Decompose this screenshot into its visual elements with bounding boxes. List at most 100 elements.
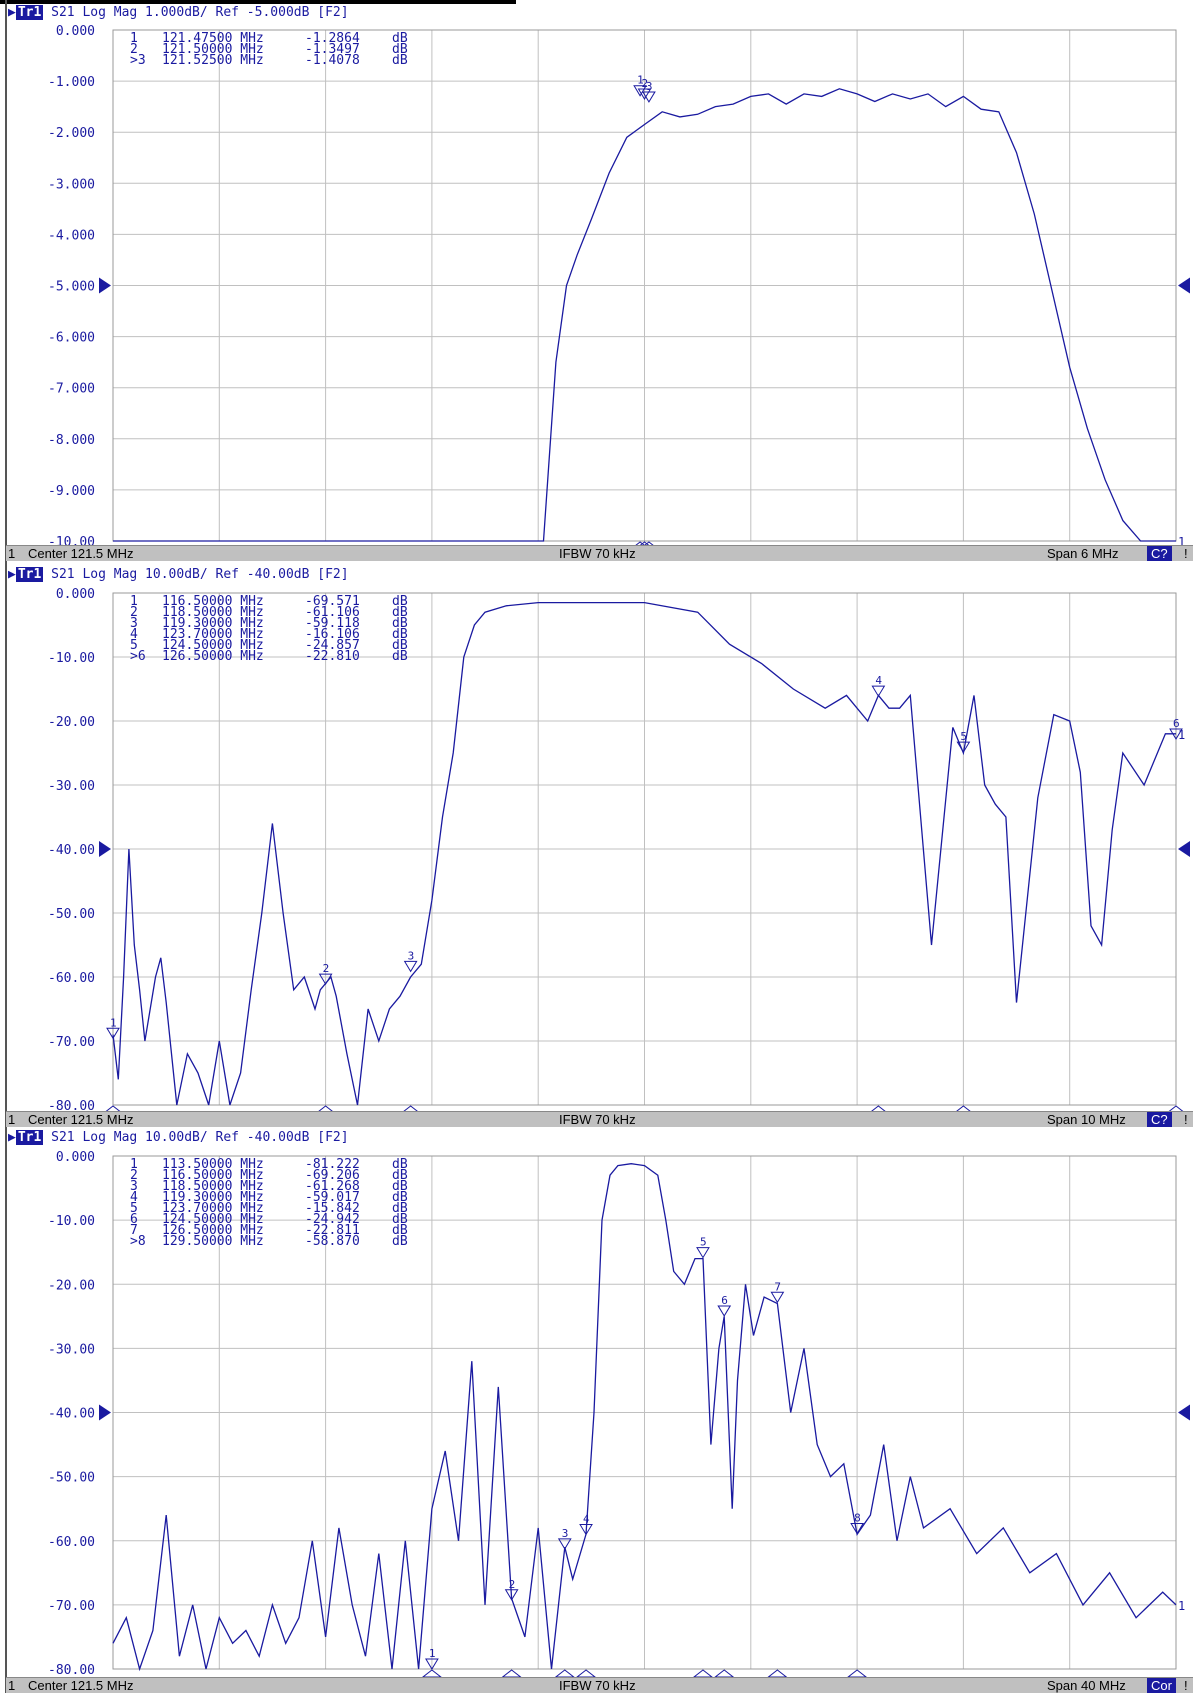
marker-icon[interactable]	[642, 91, 656, 103]
marker-icon[interactable]	[425, 1658, 439, 1670]
marker-label: 5	[960, 730, 967, 743]
y-tick-label: -50.00	[48, 1471, 95, 1486]
marker-label: 4	[875, 674, 882, 687]
marker-icon[interactable]	[579, 1523, 593, 1536]
marker-readout-unit: dB	[392, 31, 408, 46]
marker-readout-value: -1.4078	[305, 53, 360, 68]
ifbw-value[interactable]: IFBW 70 kHz	[559, 1678, 636, 1693]
correction-status-badge[interactable]: Cor	[1147, 1678, 1176, 1693]
marker-readout-value: -24.942	[305, 1212, 360, 1227]
ifbw-value[interactable]: IFBW 70 kHz	[559, 1112, 636, 1127]
trace-badge[interactable]: Tr1	[15, 567, 44, 582]
marker-icon[interactable]	[637, 88, 652, 100]
warning-indicator[interactable]: !	[1184, 546, 1188, 561]
center-frequency[interactable]: Center 121.5 MHz	[28, 1678, 134, 1693]
marker-label: 3	[562, 1527, 569, 1540]
marker-readout-id: 2	[130, 1168, 138, 1183]
y-tick-label: -40.00	[48, 1407, 95, 1422]
ref-level-left-arrow-icon[interactable]	[99, 841, 111, 857]
marker-readout-freq: 124.50000 MHz	[162, 1212, 264, 1227]
marker-readout-unit: dB	[392, 594, 408, 609]
marker-readout-freq: 129.50000 MHz	[162, 1234, 264, 1249]
ref-level-left-arrow-icon[interactable]	[99, 1404, 111, 1421]
y-tick-label: -80.00	[48, 1663, 95, 1677]
marker-readout-value: -1.3497	[305, 42, 360, 57]
marker-icon[interactable]	[871, 685, 886, 698]
marker-position-icon[interactable]	[422, 1669, 442, 1677]
marker-label: 3	[646, 80, 653, 93]
y-tick-label: -2.000	[48, 126, 95, 141]
marker-icon[interactable]	[504, 1589, 519, 1601]
trace-badge[interactable]: Tr1	[15, 1130, 44, 1145]
marker-readout-id: 6	[130, 1212, 138, 1227]
marker-position-icon[interactable]	[576, 1669, 596, 1677]
warning-indicator[interactable]: !	[1184, 1112, 1188, 1127]
marker-readout-id: 7	[130, 1223, 138, 1238]
marker-label: 2	[642, 77, 649, 90]
ref-level-right-arrow-icon[interactable]	[1178, 841, 1190, 857]
marker-readout-unit: dB	[392, 1168, 408, 1183]
span-value[interactable]: Span 10 MHz	[1047, 1112, 1126, 1127]
panel-span-6mhz: ▶ Tr1 S21 Log Mag 1.000dB/ Ref -5.000dB […	[0, 4, 1197, 562]
marker-icon[interactable]	[318, 973, 333, 986]
marker-position-icon[interactable]	[402, 1105, 420, 1111]
ref-level-right-arrow-icon[interactable]	[1178, 277, 1190, 294]
marker-icon[interactable]	[850, 1523, 864, 1535]
y-tick-label: -4.000	[48, 228, 95, 243]
marker-label: 1	[637, 74, 644, 87]
marker-icon[interactable]	[717, 1305, 732, 1317]
marker-icon[interactable]	[1169, 728, 1183, 740]
marker-position-icon[interactable]	[104, 1105, 122, 1111]
marker-position-icon[interactable]	[554, 1669, 575, 1677]
trace-header: ▶ Tr1 S21 Log Mag 10.00dB/ Ref -40.00dB […	[8, 1129, 1197, 1147]
marker-readout-freq: 121.50000 MHz	[162, 42, 264, 57]
marker-readout-unit: dB	[392, 53, 408, 68]
marker-readout-value: -22.811	[305, 1223, 360, 1238]
marker-icon[interactable]	[403, 960, 418, 973]
active-trace-arrow-icon: ▶	[8, 1130, 16, 1145]
center-frequency[interactable]: Center 121.5 MHz	[28, 1112, 134, 1127]
channel-number[interactable]: 1	[8, 1678, 16, 1693]
marker-icon[interactable]	[106, 1027, 120, 1040]
warning-indicator[interactable]: !	[1184, 1678, 1188, 1693]
marker-readout-freq: 119.30000 MHz	[162, 616, 264, 631]
trace-badge[interactable]: Tr1	[15, 5, 44, 20]
marker-icon[interactable]	[557, 1538, 572, 1550]
ifbw-value[interactable]: IFBW 70 kHz	[559, 546, 636, 561]
trace-end-label: 1	[1178, 1599, 1185, 1613]
marker-icon[interactable]	[770, 1291, 785, 1304]
marker-position-icon[interactable]	[317, 1105, 335, 1111]
marker-readout-id: 3	[130, 1179, 138, 1194]
plot-area: 0.000 -10.00 -20.00 -30.00 -40.00 -50.00 -60.0…	[48, 587, 1190, 1111]
marker-icon[interactable]	[696, 1247, 710, 1259]
marker-position-icon[interactable]	[714, 1669, 735, 1677]
trace-end-label: 1	[1178, 728, 1185, 742]
channel-number[interactable]: 1	[8, 546, 16, 561]
span-value[interactable]: Span 40 MHz	[1047, 1678, 1126, 1693]
marker-position-icon[interactable]	[693, 1669, 713, 1677]
marker-position-icon[interactable]	[501, 1669, 522, 1677]
marker-position-icon[interactable]	[767, 1669, 788, 1677]
marker-position-icon[interactable]	[847, 1669, 867, 1677]
marker-position-icon[interactable]	[1167, 1105, 1185, 1111]
plot-area: 0.000 -1.000 -2.000 -3.000 -4.000 -5.000 -6.00…	[48, 24, 1190, 545]
center-frequency[interactable]: Center 121.5 MHz	[28, 546, 134, 561]
channel-status-bar: 1 Center 121.5 MHz IFBW 70 kHz Span 10 MHz C…	[6, 1111, 1193, 1127]
span-value[interactable]: Span 6 MHz	[1047, 546, 1119, 561]
channel-number[interactable]: 1	[8, 1112, 16, 1127]
marker-readout-id: 1	[130, 1157, 138, 1172]
marker-label: 4	[583, 1512, 590, 1525]
left-border	[5, 0, 7, 1693]
trace-line	[112, 601, 1176, 1106]
marker-readout-unit: dB	[392, 1212, 408, 1227]
correction-status-badge[interactable]: C?	[1147, 1112, 1172, 1127]
marker-position-icon[interactable]	[954, 1105, 972, 1111]
correction-status-badge[interactable]: C?	[1147, 546, 1172, 561]
y-tick-label: -7.000	[48, 382, 95, 397]
marker-icon[interactable]	[956, 741, 971, 754]
ref-level-left-arrow-icon[interactable]	[99, 277, 111, 294]
ref-level-right-arrow-icon[interactable]	[1178, 1404, 1190, 1421]
marker-icon[interactable]	[633, 85, 647, 97]
marker-readout-unit: dB	[392, 616, 408, 631]
marker-position-icon[interactable]	[869, 1105, 887, 1111]
